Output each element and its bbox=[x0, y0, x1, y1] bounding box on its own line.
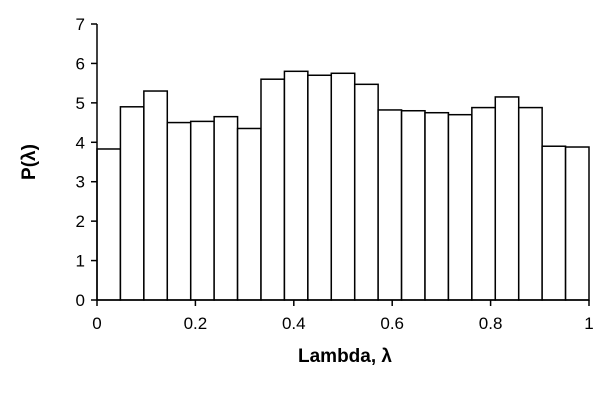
axes bbox=[96, 24, 589, 301]
histogram-bar bbox=[307, 74, 333, 301]
histogram-bar bbox=[424, 111, 450, 301]
histogram-bar bbox=[447, 113, 473, 301]
histogram-bar bbox=[143, 90, 169, 301]
y-tick-label: 0 bbox=[76, 291, 85, 310]
histogram-bar bbox=[213, 115, 239, 301]
x-tick-label: 0.8 bbox=[479, 314, 503, 333]
x-ticks: 0 0.2 0.4 0.6 0.8 1 bbox=[92, 300, 594, 333]
histogram-bar bbox=[96, 148, 122, 301]
x-axis-title: Lambda, λ bbox=[298, 346, 392, 367]
histogram-bar bbox=[330, 72, 356, 301]
y-tick-label: 7 bbox=[76, 15, 85, 34]
y-tick-label: 5 bbox=[76, 94, 85, 113]
histogram-bar bbox=[377, 109, 403, 301]
histogram-bar bbox=[564, 146, 590, 301]
y-tick-label: 1 bbox=[76, 252, 85, 271]
histogram-bar bbox=[119, 106, 145, 301]
x-tick-label: 1 bbox=[584, 314, 593, 333]
histogram-bar bbox=[517, 106, 543, 301]
histogram-bar bbox=[236, 127, 262, 301]
y-tick-label: 6 bbox=[76, 54, 85, 73]
x-tick-label: 0.6 bbox=[380, 314, 404, 333]
histogram-bar bbox=[494, 96, 520, 301]
x-tick-label: 0.4 bbox=[282, 314, 306, 333]
histogram-bar bbox=[283, 70, 309, 301]
bars bbox=[96, 70, 590, 301]
y-ticks: 0 1 2 3 4 5 6 7 bbox=[76, 15, 97, 310]
y-tick-label: 3 bbox=[76, 173, 85, 192]
histogram-bar bbox=[189, 120, 215, 301]
x-tick-label: 0 bbox=[92, 314, 101, 333]
y-axis-title: P(λ) bbox=[19, 144, 40, 180]
histogram-bar bbox=[353, 83, 379, 301]
histogram-bar bbox=[260, 78, 286, 301]
histogram-bar bbox=[471, 106, 497, 301]
histogram-bar bbox=[400, 109, 426, 301]
histogram-bar bbox=[166, 121, 192, 301]
histogram-bar bbox=[541, 145, 567, 301]
x-tick-label: 0.2 bbox=[184, 314, 208, 333]
y-tick-label: 4 bbox=[76, 133, 85, 152]
y-tick-label: 2 bbox=[76, 212, 85, 231]
